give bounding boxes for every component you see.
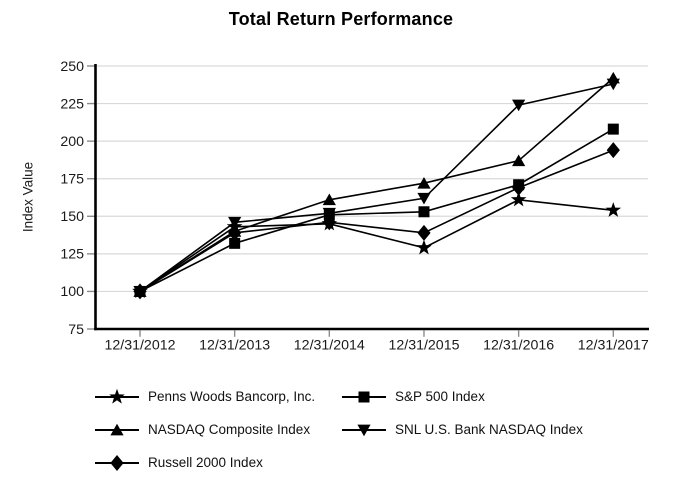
legend-item-snl-u-s-bank-nasdaq-index: SNL U.S. Bank NASDAQ Index xyxy=(342,413,583,446)
x-tick-label: 12/31/2014 xyxy=(294,338,365,354)
y-tick-label: 125 xyxy=(60,247,84,263)
triangle-down-marker-snl-u-s-bank-nasdaq-index xyxy=(322,207,336,220)
y-tick-label: 200 xyxy=(60,134,84,150)
chart-title: Total Return Performance xyxy=(228,9,454,29)
x-tick-label: 12/31/2013 xyxy=(199,338,270,354)
legend-label: NASDAQ Composite Index xyxy=(148,422,311,437)
legend: Penns Woods Bancorp, Inc. S&P 500 Index NA… xyxy=(95,380,583,479)
triangle-down-icon xyxy=(342,424,386,436)
y-tick-label: 150 xyxy=(60,209,84,225)
x-tick-label: 12/31/2012 xyxy=(104,338,175,354)
square-icon xyxy=(342,391,386,402)
series-line-snl-u-s-bank-nasdaq-index xyxy=(139,83,614,293)
triangle-down-marker-snl-u-s-bank-nasdaq-index xyxy=(228,216,242,229)
square-marker-s-p-500-index xyxy=(229,237,241,249)
legend-label: Russell 2000 Index xyxy=(148,455,263,470)
diamond-marker-russell-2000-index xyxy=(606,142,620,159)
x-tick-label: 12/31/2015 xyxy=(388,338,459,354)
triangle-down-marker-snl-u-s-bank-nasdaq-index xyxy=(606,78,620,91)
series-line-penns-woods-bancorp-inc xyxy=(139,198,614,293)
y-axis-title: Index Value xyxy=(20,161,36,233)
star-marker-penns-woods-bancorp-inc xyxy=(510,191,527,207)
series-line-russell-2000-index xyxy=(139,149,614,293)
series-line-s-p-500-index xyxy=(139,128,614,293)
star-marker-penns-woods-bancorp-inc xyxy=(605,202,622,217)
legend-label: SNL U.S. Bank NASDAQ Index xyxy=(395,422,583,437)
triangle-up-marker-nasdaq-composite-index xyxy=(322,193,336,206)
legend-item-russell-2000-index: Russell 2000 Index xyxy=(95,446,342,479)
star-icon xyxy=(95,388,139,404)
diamond-icon xyxy=(95,454,139,471)
legend-item-s-p-500-index: S&P 500 Index xyxy=(342,380,583,413)
y-tick-label: 225 xyxy=(60,96,84,112)
x-tick-label: 12/31/2017 xyxy=(578,338,649,354)
triangle-up-marker-nasdaq-composite-index xyxy=(417,177,431,189)
diamond-marker-russell-2000-index xyxy=(133,283,147,300)
x-tick-label: 12/31/2016 xyxy=(483,338,554,354)
square-marker-s-p-500-index xyxy=(418,206,430,218)
diamond-marker-russell-2000-index xyxy=(417,224,431,241)
series-line-nasdaq-composite-index xyxy=(139,77,614,293)
y-tick-label: 75 xyxy=(68,322,84,338)
triangle-up-marker-nasdaq-composite-index xyxy=(512,154,526,167)
square-marker-s-p-500-index xyxy=(607,123,619,135)
y-tick-label: 250 xyxy=(60,59,84,75)
star-marker-penns-woods-bancorp-inc xyxy=(416,239,432,255)
diamond-marker-russell-2000-index xyxy=(228,224,242,241)
y-tick-label: 175 xyxy=(60,172,84,188)
y-tick-label: 100 xyxy=(60,284,84,300)
diamond-marker-russell-2000-index xyxy=(322,214,336,231)
legend-item-penns-woods-bancorp-inc: Penns Woods Bancorp, Inc. xyxy=(95,380,342,413)
diamond-marker-russell-2000-index xyxy=(512,179,526,196)
triangle-down-marker-snl-u-s-bank-nasdaq-index xyxy=(512,99,526,112)
triangle-down-marker-snl-u-s-bank-nasdaq-index xyxy=(417,192,431,205)
legend-label: S&P 500 Index xyxy=(395,389,485,404)
legend-item-nasdaq-composite-index: NASDAQ Composite Index xyxy=(95,413,342,446)
triangle-up-icon xyxy=(95,423,139,435)
legend-label: Penns Woods Bancorp, Inc. xyxy=(148,389,316,404)
